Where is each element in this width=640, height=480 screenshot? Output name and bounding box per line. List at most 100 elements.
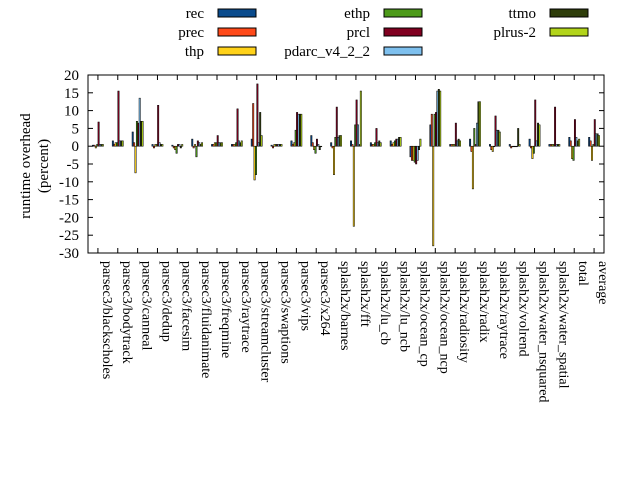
axes bbox=[87, 74, 605, 254]
bar-ethp bbox=[473, 128, 476, 147]
bar-prcl bbox=[256, 83, 259, 147]
x-tick-label: parsec3/dedup bbox=[159, 261, 174, 342]
legend-label: rec bbox=[186, 6, 205, 22]
bar-prec bbox=[510, 145, 513, 149]
x-tick-label: parsec3/fluidanimate bbox=[198, 261, 213, 378]
bar-plrus-2 bbox=[320, 145, 323, 148]
bar-thp bbox=[591, 145, 593, 161]
bar-plrus-2 bbox=[220, 142, 223, 147]
x-tick-label: parsec3/x264 bbox=[317, 261, 332, 336]
bar-prcl bbox=[315, 138, 318, 147]
legend-swatch bbox=[549, 8, 589, 18]
legend-label: ttmo bbox=[508, 6, 536, 22]
bar-prcl bbox=[355, 99, 358, 147]
y-tick-label: -20 bbox=[59, 210, 79, 226]
bar-plrus-2 bbox=[201, 142, 204, 147]
bar-prcl bbox=[375, 128, 378, 147]
legend-swatch bbox=[217, 46, 257, 56]
bar-plrus-2 bbox=[260, 135, 263, 147]
bar-series-group bbox=[92, 83, 600, 247]
bar-prec bbox=[351, 144, 354, 147]
bar-prcl bbox=[573, 119, 576, 147]
bar-ethp bbox=[532, 145, 535, 154]
y-axis-label: runtime overhead bbox=[18, 113, 34, 219]
bar-ethp bbox=[255, 145, 257, 175]
bar-plrus-2 bbox=[498, 131, 501, 147]
bar-pdarc-v4-2-2 bbox=[317, 144, 320, 147]
plot-frame bbox=[87, 74, 605, 254]
x-tick-label: splash2x/ocean_ncp bbox=[436, 261, 451, 374]
bar-prec bbox=[153, 145, 155, 149]
legend-swatch bbox=[383, 27, 423, 37]
bar-rec bbox=[191, 138, 194, 147]
bar-rec bbox=[489, 144, 491, 147]
bar-rec bbox=[528, 138, 531, 147]
bar-pdarc-v4-2-2 bbox=[416, 145, 419, 161]
x-tick-label: splash2x/ocean_cp bbox=[417, 261, 432, 367]
bar-prcl bbox=[236, 108, 239, 147]
bar-rec bbox=[310, 135, 313, 147]
bar-prcl bbox=[97, 121, 100, 147]
y-tick-label: 20 bbox=[64, 68, 79, 84]
x-tick-label: average bbox=[595, 261, 610, 305]
bar-prec bbox=[589, 140, 592, 147]
bar-thp bbox=[352, 145, 355, 227]
legend-label: prec bbox=[178, 25, 204, 41]
bar-ttmo bbox=[318, 145, 321, 151]
bar-prcl bbox=[157, 105, 160, 147]
bar-thp bbox=[432, 145, 435, 247]
bar-rec bbox=[389, 140, 392, 147]
y-axis-ticks: -30 -25 -20-15 -10 -5 0 510 15 20 bbox=[59, 68, 604, 262]
bar-rec bbox=[290, 140, 293, 147]
bar-prcl bbox=[534, 99, 537, 147]
legend: rec prec thp ethp prcl pdarc_v4_2_2 ttmo plrus-… bbox=[178, 6, 589, 60]
bar-thp bbox=[134, 145, 137, 174]
bar-prcl bbox=[216, 135, 219, 147]
legend-label: ethp bbox=[344, 6, 370, 22]
bar-plrus-2 bbox=[439, 90, 442, 147]
legend-swatch bbox=[383, 8, 423, 18]
legend-label: pdarc_v4_2_2 bbox=[284, 44, 370, 60]
x-tick-label: splash2x/lu_ncb bbox=[397, 261, 412, 352]
x-tick-label: parsec3/swaptions bbox=[278, 261, 293, 364]
y-tick-label: 10 bbox=[64, 104, 79, 120]
bar-plrus-2 bbox=[161, 144, 164, 147]
x-tick-label: parsec3/vips bbox=[297, 261, 312, 331]
legend-swatch bbox=[549, 27, 589, 37]
y-tick-label: 0 bbox=[72, 139, 80, 155]
bar-plrus-2 bbox=[478, 101, 481, 147]
bar-ethp bbox=[175, 145, 178, 154]
y-tick-label: -5 bbox=[67, 157, 80, 173]
bar-ethp bbox=[493, 145, 496, 148]
x-tick-label: splash2x/volrend bbox=[516, 261, 531, 357]
bar-plrus-2 bbox=[419, 138, 422, 147]
bar-prec bbox=[133, 142, 136, 147]
bar-plrus-2 bbox=[459, 140, 462, 147]
bar-rec bbox=[508, 144, 511, 147]
y-tick-label: -15 bbox=[59, 193, 79, 209]
y-tick-label: 15 bbox=[64, 86, 79, 102]
bar-pdarc-v4-2-2 bbox=[515, 145, 518, 148]
bar-thp bbox=[333, 145, 335, 175]
x-tick-label: splash2x/fft bbox=[357, 261, 372, 327]
bar-plrus-2 bbox=[101, 144, 104, 147]
bar-prec bbox=[252, 103, 255, 147]
bar-ethp bbox=[572, 145, 575, 161]
x-tick-label: splash2x/lu_cb bbox=[377, 261, 392, 345]
bar-thp bbox=[491, 145, 494, 152]
bar-ttmo bbox=[259, 112, 262, 147]
bar-pdarc-v4-2-2 bbox=[178, 144, 181, 147]
bar-prcl bbox=[593, 119, 596, 147]
bar-ttmo bbox=[517, 128, 520, 147]
y-tick-label: -30 bbox=[59, 246, 79, 262]
bar-plrus-2 bbox=[518, 144, 521, 147]
bar-rec bbox=[151, 144, 154, 147]
bar-pdarc-v4-2-2 bbox=[357, 124, 359, 147]
x-tick-label: splash2x/barnes bbox=[337, 261, 352, 350]
bar-rec bbox=[171, 144, 174, 147]
bar-ttmo bbox=[179, 145, 182, 149]
bar-rec bbox=[111, 140, 114, 147]
y-tick-label: -25 bbox=[59, 228, 79, 244]
bar-ttmo bbox=[418, 145, 420, 151]
bar-prec bbox=[272, 145, 274, 149]
